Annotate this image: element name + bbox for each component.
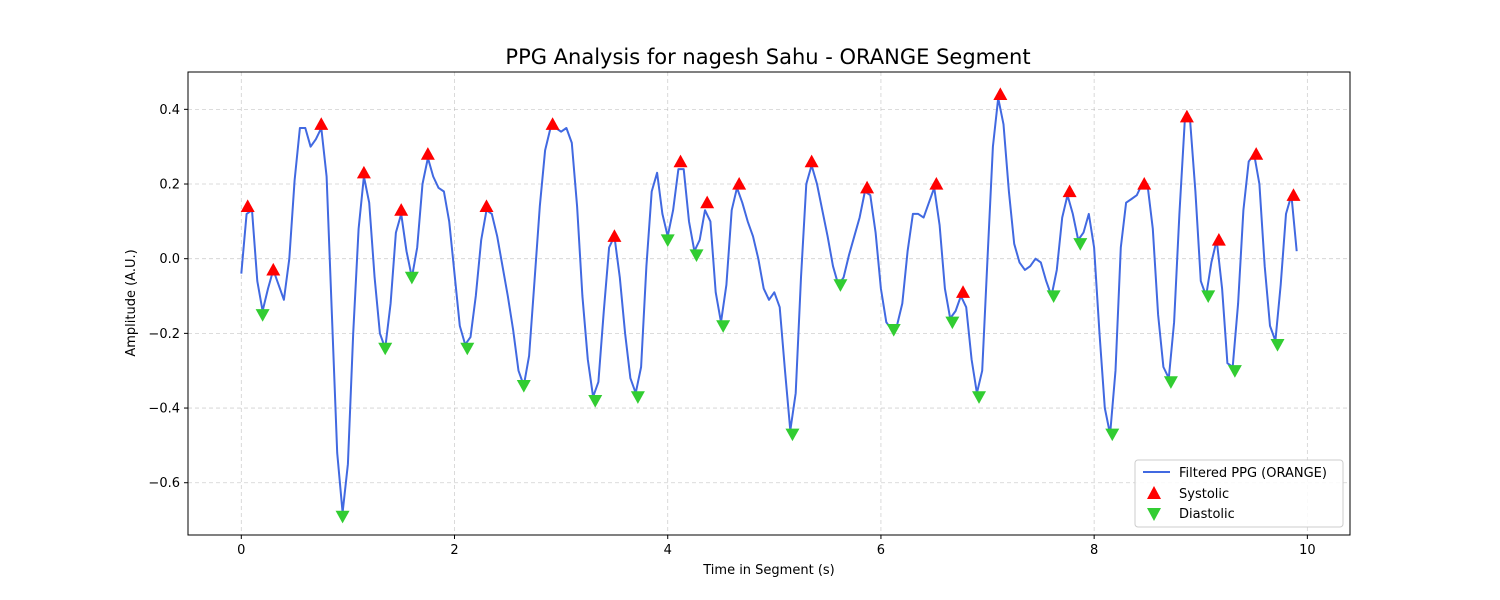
systolic-marker (993, 87, 1008, 101)
legend-diastolic-marker (1147, 508, 1161, 521)
y-axis-label: Amplitude (A.U.) (124, 249, 139, 356)
diastolic-marker (404, 271, 419, 285)
diastolic-marker (689, 249, 704, 262)
diastolic-marker (785, 428, 800, 442)
diastolic-marker (630, 391, 645, 404)
y-tick-label: −0.4 (148, 402, 180, 417)
systolic-marker (804, 154, 819, 168)
diastolic-marker (516, 380, 531, 393)
legend-box (1134, 459, 1344, 528)
x-tick-label: 0 (237, 543, 245, 558)
systolic-marker (545, 117, 560, 130)
diastolic-marker (886, 324, 901, 337)
legend: Filtered PPG (ORANGE) Systolic Diastolic (1134, 459, 1344, 528)
y-tick-label: −0.6 (148, 476, 180, 491)
systolic-marker (479, 199, 494, 213)
y-tick-label: 0.2 (159, 178, 180, 193)
systolic-marker (929, 177, 944, 190)
y-tick-label: −0.2 (148, 327, 180, 342)
x-tick-label: 2 (450, 543, 458, 558)
x-axis-label: Time in Segment (s) (702, 563, 834, 578)
axis-ticks: 0 2 4 6 8 10 −0.6 −0.4 −0.2 0.0 0.2 0.4 (148, 103, 1315, 558)
systolic-marker (607, 229, 622, 242)
diastolic-marker (945, 316, 960, 330)
legend-systolic-marker (1147, 486, 1161, 499)
systolic-marker (1179, 109, 1194, 123)
legend-label-systolic: Systolic (1179, 487, 1229, 502)
diastolic-marker (1105, 428, 1120, 442)
systolic-marker (240, 199, 255, 213)
x-tick-label: 4 (664, 543, 672, 558)
x-tick-label: 10 (1299, 543, 1316, 558)
systolic-marker (314, 117, 329, 130)
systolic-marker (394, 203, 409, 216)
systolic-marker (732, 177, 747, 190)
systolic-marker (1286, 188, 1301, 201)
diastolic-marker (972, 391, 987, 404)
plot-data (240, 87, 1301, 524)
diastolic-marker (378, 342, 393, 356)
diastolic-marker (1073, 238, 1088, 251)
systolic-marker (356, 165, 371, 179)
diastolic-marker (588, 394, 603, 408)
y-tick-label: 0.0 (159, 252, 180, 267)
diastolic-marker (1270, 338, 1285, 352)
diastolic-marker (716, 320, 731, 333)
systolic-marker (1137, 177, 1152, 190)
systolic-marker (956, 285, 971, 298)
y-tick-label: 0.4 (159, 103, 180, 118)
systolic-marker (673, 154, 688, 168)
ppg-signal-line (240, 97, 1298, 514)
systolic-marker (420, 147, 435, 160)
diastolic-marker (1046, 290, 1061, 304)
legend-label-diastolic: Diastolic (1179, 507, 1235, 522)
diastolic-marker (1163, 376, 1178, 389)
grid (188, 72, 1350, 535)
diastolic-marker (833, 279, 848, 292)
x-tick-label: 8 (1090, 543, 1098, 558)
systolic-marker (266, 262, 281, 276)
diastolic-marker (255, 309, 270, 322)
systolic-marker (1249, 147, 1264, 160)
x-tick-label: 6 (877, 543, 885, 558)
diastolic-marker (1201, 290, 1216, 304)
systolic-marker (1062, 184, 1077, 198)
legend-label-ppg: Filtered PPG (ORANGE) (1179, 466, 1327, 481)
diastolic-marker (335, 510, 350, 524)
chart-title: PPG Analysis for nagesh Sahu - ORANGE Se… (505, 45, 1030, 69)
systolic-marker (1211, 233, 1226, 246)
systolic-marker (700, 195, 715, 209)
diastolic-marker (1227, 365, 1242, 378)
systolic-marker (860, 180, 875, 194)
diastolic-marker (460, 342, 475, 356)
diastolic-marker (660, 234, 675, 248)
plot-frame (187, 71, 1351, 536)
